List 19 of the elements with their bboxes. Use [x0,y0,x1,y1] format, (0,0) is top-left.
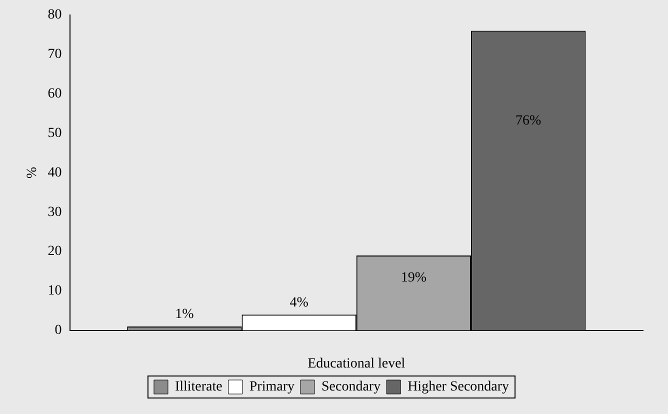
y-axis-title: % [25,166,40,179]
y-tick-label: 10 [48,284,62,299]
y-tick-label: 50 [48,126,62,141]
y-tick-label: 20 [48,244,62,260]
x-axis-title: Educational level [308,356,406,372]
data-label: 19% [400,270,427,286]
data-label: 4% [290,295,309,310]
y-tick-label: 40 [48,165,62,180]
data-label: 1% [175,307,194,322]
data-label: 76% [516,113,542,128]
y-tick-label: 70 [48,47,62,62]
legend-label: Primary [249,380,294,395]
y-tick-label: 60 [48,86,62,102]
legend-label: Illiterate [174,380,222,395]
y-tick-label: 80 [48,8,62,23]
y-tick-label: 30 [48,204,62,220]
legend-label: Higher Secondary [408,380,510,395]
y-tick-label: 0 [54,323,62,338]
legend-label: Secondary [321,380,381,395]
